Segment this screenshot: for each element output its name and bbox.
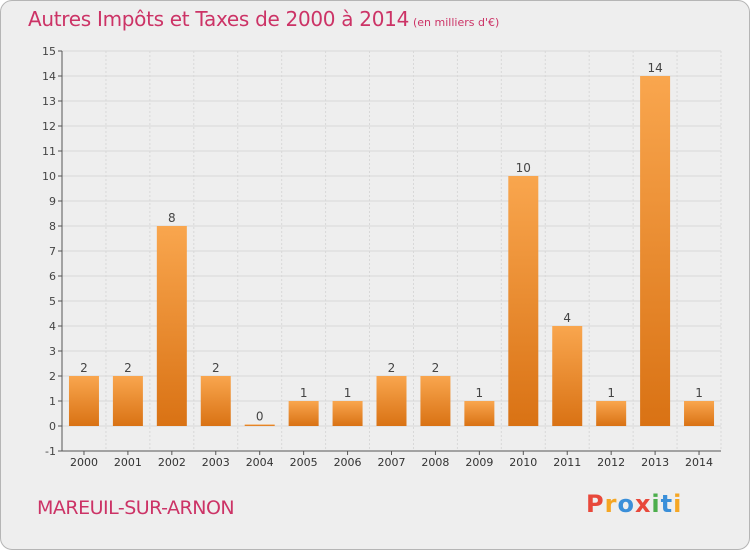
bar-value-label: 0 bbox=[256, 410, 264, 424]
chart-subtitle: (en milliers d'€) bbox=[413, 16, 500, 29]
brand-logo-letter: r bbox=[604, 490, 618, 518]
x-tick-label: 2013 bbox=[641, 456, 669, 469]
chart-title-text: Autres Impôts et Taxes de 2000 à 2014 bbox=[28, 7, 409, 31]
y-tick-label: 13 bbox=[42, 95, 56, 108]
bar-2001[interactable] bbox=[112, 376, 143, 426]
bar-2002[interactable] bbox=[156, 226, 187, 426]
bar-2008[interactable] bbox=[420, 376, 451, 426]
y-tick-label: 4 bbox=[49, 320, 56, 333]
brand-logo-letter: i bbox=[673, 490, 683, 518]
y-tick-label: 15 bbox=[42, 45, 56, 58]
y-tick-label: 0 bbox=[49, 420, 56, 433]
bar-value-label: 2 bbox=[388, 361, 396, 375]
x-tick-label: 2009 bbox=[465, 456, 493, 469]
bar-value-label: 14 bbox=[647, 61, 662, 75]
bar-value-label: 1 bbox=[476, 386, 484, 400]
x-tick-label: 2007 bbox=[378, 456, 406, 469]
y-tick-label: 12 bbox=[42, 120, 56, 133]
y-tick-label: 9 bbox=[49, 195, 56, 208]
brand-logo[interactable]: Proxiti bbox=[586, 490, 682, 518]
bar-2014[interactable] bbox=[684, 401, 715, 426]
bar-value-label: 2 bbox=[80, 361, 88, 375]
x-tick-label: 2006 bbox=[334, 456, 362, 469]
bar-value-label: 1 bbox=[695, 386, 703, 400]
y-tick-label: 14 bbox=[42, 70, 56, 83]
x-tick-label: 2003 bbox=[202, 456, 230, 469]
y-tick-label: 3 bbox=[49, 345, 56, 358]
y-tick-label: 2 bbox=[49, 370, 56, 383]
location-name: MAREUIL-SUR-ARNON bbox=[37, 497, 235, 519]
bar-2009[interactable] bbox=[464, 401, 495, 426]
y-tick-label: 10 bbox=[42, 170, 56, 183]
bar-value-label: 1 bbox=[344, 386, 352, 400]
x-tick-label: 2010 bbox=[509, 456, 537, 469]
brand-logo-letter: x bbox=[634, 490, 652, 518]
brand-logo-letter: t bbox=[660, 490, 674, 518]
bar-value-label: 8 bbox=[168, 211, 176, 225]
y-tick-label: 6 bbox=[49, 270, 56, 283]
bar-2011[interactable] bbox=[552, 326, 583, 426]
bar-2004[interactable] bbox=[244, 424, 275, 427]
bar-value-label: 10 bbox=[516, 161, 531, 175]
x-tick-label: 2005 bbox=[290, 456, 318, 469]
bar-labels: 2 2 8 2 0 1 1 2 2 1 10 4 1 14 1 bbox=[80, 61, 703, 424]
x-tick-label: 2012 bbox=[597, 456, 625, 469]
x-tick-label: 2001 bbox=[114, 456, 142, 469]
bar-2003[interactable] bbox=[200, 376, 231, 426]
bar-value-label: 2 bbox=[212, 361, 220, 375]
bar-2010[interactable] bbox=[508, 176, 539, 426]
y-tick-label: 7 bbox=[49, 245, 56, 258]
bar-2006[interactable] bbox=[332, 401, 363, 426]
chart-title: Autres Impôts et Taxes de 2000 à 2014 (en… bbox=[28, 7, 499, 31]
x-tick-label: 2002 bbox=[158, 456, 186, 469]
bars bbox=[68, 76, 715, 427]
bar-value-label: 2 bbox=[432, 361, 440, 375]
brand-logo-letter: i bbox=[651, 490, 661, 518]
bar-value-label: 1 bbox=[300, 386, 308, 400]
bar-2013[interactable] bbox=[640, 76, 671, 426]
brand-logo-letter: P bbox=[586, 490, 605, 518]
x-tick-label: 2014 bbox=[685, 456, 713, 469]
x-tick-label: 2008 bbox=[421, 456, 449, 469]
brand-logo-letter: o bbox=[617, 490, 635, 518]
bar-2005[interactable] bbox=[288, 401, 319, 426]
bar-2012[interactable] bbox=[596, 401, 627, 426]
x-tick-label: 2011 bbox=[553, 456, 581, 469]
bar-value-label: 2 bbox=[124, 361, 132, 375]
y-tick-label: 1 bbox=[49, 395, 56, 408]
y-tick-label: 11 bbox=[42, 145, 56, 158]
y-tick-label: 8 bbox=[49, 220, 56, 233]
bar-value-label: 1 bbox=[607, 386, 615, 400]
bar-2007[interactable] bbox=[376, 376, 407, 426]
x-tick-label: 2004 bbox=[246, 456, 274, 469]
bar-2000[interactable] bbox=[68, 376, 99, 426]
y-tick-label: 5 bbox=[49, 295, 56, 308]
x-tick-label: 2000 bbox=[70, 456, 98, 469]
bar-value-label: 4 bbox=[563, 311, 571, 325]
y-tick-label: -1 bbox=[45, 445, 56, 458]
